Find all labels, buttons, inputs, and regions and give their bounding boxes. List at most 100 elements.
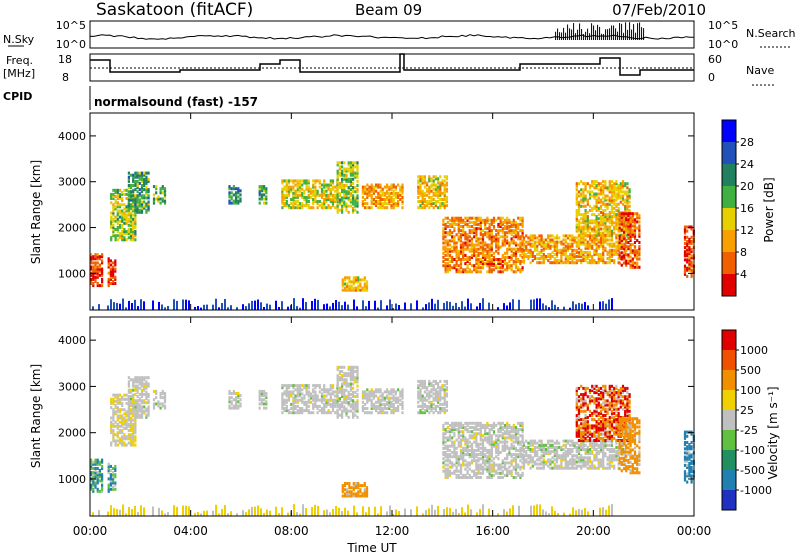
power-echo-cell bbox=[127, 223, 130, 227]
velocity-echo-cell bbox=[434, 390, 437, 394]
power-echo-cell bbox=[610, 238, 614, 242]
power-echo-cell bbox=[470, 239, 474, 243]
power-echo-cell bbox=[624, 242, 627, 246]
velocity-echo-cell bbox=[290, 392, 293, 396]
velocity-echo-cell bbox=[401, 396, 404, 400]
velocity-echo-cell bbox=[112, 408, 115, 412]
power-echo-cell bbox=[486, 235, 489, 239]
velocity-echo-cell bbox=[377, 400, 380, 404]
power-echo-cell bbox=[388, 185, 391, 189]
power-echo-cell bbox=[620, 255, 623, 259]
power-echo-cell bbox=[441, 204, 444, 208]
velocity-echo-cell bbox=[123, 422, 126, 426]
velocity-echo-cell bbox=[96, 481, 99, 485]
velocity-echo-cell bbox=[462, 423, 465, 427]
power-echo-cell bbox=[366, 191, 369, 195]
velocity-echo-cell bbox=[397, 398, 400, 402]
velocity-echo-cell bbox=[309, 396, 313, 400]
power-echo-cell bbox=[442, 235, 445, 239]
power-echo-cell bbox=[608, 213, 611, 217]
power-echo-cell bbox=[514, 227, 518, 231]
velocity-echo-cell bbox=[421, 400, 424, 404]
velocity-echo-cell bbox=[442, 469, 445, 473]
power-echo-cell bbox=[109, 267, 112, 271]
velocity-echo-cell bbox=[473, 455, 476, 459]
power-echo-cell bbox=[237, 191, 240, 195]
power-echo-cell bbox=[457, 235, 460, 239]
velocity-echo-cell bbox=[428, 404, 431, 408]
power-echo-cell bbox=[608, 182, 611, 186]
velocity-echo-cell bbox=[354, 482, 358, 485]
power-echo-cell bbox=[597, 252, 600, 256]
power-echo-cell bbox=[381, 198, 384, 201]
power-echo-cell bbox=[519, 243, 522, 247]
power-echo-cell bbox=[459, 249, 463, 253]
velocity-echo-cell bbox=[136, 376, 139, 380]
power-echo-cell bbox=[633, 222, 637, 226]
power-echo-cell bbox=[232, 185, 235, 189]
velocity-echo-cell bbox=[446, 455, 449, 459]
velocity-echo-cell bbox=[161, 392, 164, 395]
velocity-echo-cell bbox=[426, 392, 429, 396]
velocity-echo-cell bbox=[490, 446, 493, 450]
power-echo-cell bbox=[481, 229, 485, 233]
velocity-echo-cell bbox=[488, 423, 491, 427]
velocity-echo-cell bbox=[325, 394, 328, 398]
power-echo-cell bbox=[336, 187, 339, 191]
power-echo-cell bbox=[296, 195, 299, 199]
power-echo-cell bbox=[468, 225, 471, 228]
velocity-echo-cell bbox=[470, 476, 474, 479]
power-echo-cell bbox=[401, 202, 404, 206]
velocity-echo-cell bbox=[96, 458, 99, 462]
power-echo-cell bbox=[508, 218, 511, 222]
power-echo-cell bbox=[479, 260, 482, 263]
power-echo-cell bbox=[96, 269, 99, 273]
power-echo-cell bbox=[595, 248, 598, 252]
power-echo-cell bbox=[529, 252, 532, 256]
power-echo-cell bbox=[533, 246, 537, 250]
power-echo-cell bbox=[159, 189, 162, 193]
power-echo-cell bbox=[445, 200, 448, 203]
power-echo-cell bbox=[514, 249, 518, 253]
velocity-echo-cell bbox=[377, 396, 380, 400]
power-echo-cell bbox=[602, 190, 605, 194]
power-echo-cell bbox=[571, 248, 574, 252]
velocity-echo-cell bbox=[473, 453, 476, 457]
power-echo-cell bbox=[602, 196, 605, 200]
power-echo-cell bbox=[147, 200, 150, 204]
power-echo-cell bbox=[352, 276, 355, 280]
power-echo-cell bbox=[569, 261, 572, 265]
power-echo-cell bbox=[536, 252, 539, 256]
power-echo-cell bbox=[604, 227, 607, 231]
velocity-echo-cell bbox=[441, 384, 444, 388]
velocity-echo-cell bbox=[448, 453, 452, 457]
power-echo-cell bbox=[127, 184, 130, 187]
power-echo-cell bbox=[439, 206, 442, 210]
power-echo-cell bbox=[525, 255, 528, 258]
power-echo-cell bbox=[347, 161, 350, 165]
power-echo-cell bbox=[606, 202, 609, 206]
power-echo-cell bbox=[320, 191, 324, 195]
velocity-echo-cell bbox=[401, 392, 404, 396]
power-echo-cell bbox=[595, 229, 598, 233]
velocity-echo-cell bbox=[397, 404, 400, 408]
power-echo-cell bbox=[506, 220, 509, 224]
power-echo-cell bbox=[591, 209, 594, 212]
power-echo-cell bbox=[356, 165, 359, 169]
velocity-echo-cell bbox=[147, 392, 150, 396]
velocity-echo-cell bbox=[307, 411, 310, 415]
velocity-echo-cell bbox=[338, 390, 341, 394]
power-echo-cell bbox=[636, 214, 639, 218]
power-echo-cell bbox=[591, 238, 594, 242]
velocity-echo-cell bbox=[303, 402, 306, 406]
velocity-echo-cell bbox=[439, 409, 442, 413]
power-echo-cell bbox=[470, 255, 474, 259]
velocity-echo-cell bbox=[459, 457, 463, 461]
velocity-echo-cell bbox=[145, 384, 148, 388]
power-echo-cell bbox=[349, 181, 352, 185]
velocity-echo-cell bbox=[459, 476, 463, 479]
power-echo-cell bbox=[263, 185, 266, 189]
velocity-echo-cell bbox=[486, 457, 489, 461]
power-echo-cell bbox=[292, 191, 295, 195]
power-echo-cell bbox=[359, 288, 362, 292]
